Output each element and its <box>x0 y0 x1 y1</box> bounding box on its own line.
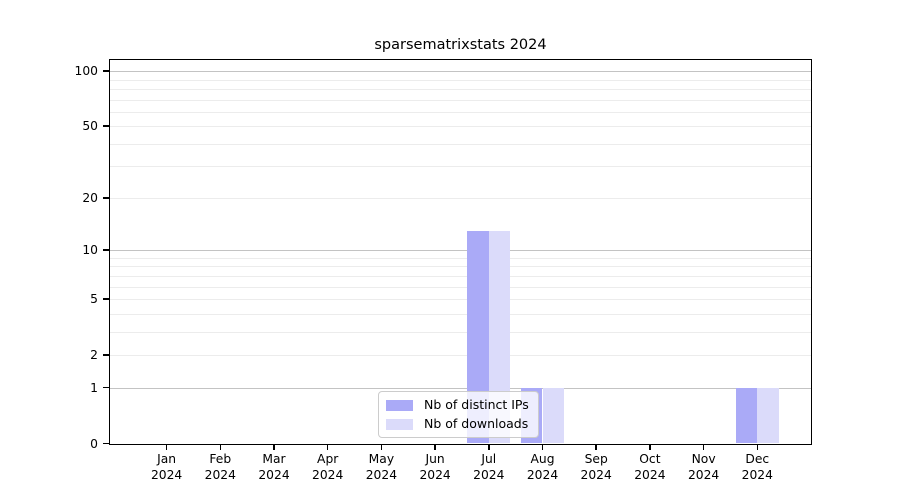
x-axis-tick-label: Sep 2024 <box>564 452 628 483</box>
gridline-minor <box>110 354 811 356</box>
month-label: Sep <box>584 452 608 466</box>
gridline-minor <box>110 257 811 259</box>
year-label: 2024 <box>258 467 290 482</box>
y-axis-tick <box>102 125 110 128</box>
month-label: Jun <box>425 452 445 466</box>
y-axis-tick-label: 100 <box>74 64 98 79</box>
year-label: 2024 <box>473 467 505 482</box>
month-label: Jan <box>157 452 177 466</box>
month-label: Aug <box>530 452 555 466</box>
plot-area: Nb of distinct IPs Nb of downloads <box>110 60 811 444</box>
year-label: 2024 <box>687 467 720 482</box>
legend-label-distinct-ips: Nb of distinct IPs <box>424 397 529 412</box>
legend-swatch-distinct-ips <box>386 399 413 411</box>
gridline-major <box>110 71 811 73</box>
y-axis-tick <box>102 354 110 356</box>
gridline-minor <box>110 79 811 81</box>
x-axis-tick-label: Jun 2024 <box>403 452 467 483</box>
x-axis-tick <box>165 443 168 450</box>
month-label: Nov <box>691 452 716 466</box>
gridline-minor <box>110 126 811 128</box>
legend-swatch-downloads <box>386 418 413 430</box>
gridline-minor <box>110 286 811 288</box>
y-axis-tick <box>102 298 110 300</box>
y-axis-tick <box>102 386 110 389</box>
legend: Nb of distinct IPs Nb of downloads <box>378 391 539 438</box>
month-label: Jul <box>481 452 497 466</box>
x-axis-tick <box>488 443 490 450</box>
gridline-minor <box>110 88 811 90</box>
y-axis-tick-label: 1 <box>90 380 98 395</box>
x-axis-tick-label: Aug 2024 <box>511 452 575 483</box>
gridline-minor <box>110 111 811 113</box>
x-axis-tick <box>702 443 705 450</box>
year-label: 2024 <box>150 467 183 482</box>
year-label: 2024 <box>365 467 398 482</box>
x-axis-tick <box>219 443 222 450</box>
x-axis-tick-label: Jul 2024 <box>457 452 521 483</box>
x-axis-tick <box>434 443 436 450</box>
legend-item-distinct-ips: Nb of distinct IPs <box>386 398 529 412</box>
gridline-major <box>110 250 811 252</box>
gridline-minor <box>110 166 811 168</box>
x-axis-tick <box>380 443 383 450</box>
gridline-minor <box>110 143 811 145</box>
x-axis-tick-label: Nov 2024 <box>672 452 736 483</box>
year-label: 2024 <box>580 467 612 482</box>
x-axis-tick <box>326 443 329 450</box>
year-label: 2024 <box>419 467 451 482</box>
year-label: 2024 <box>312 467 344 482</box>
x-axis-tick <box>756 443 759 450</box>
y-axis-tick-label: 10 <box>82 243 98 258</box>
y-axis-tick-label: 2 <box>90 347 98 362</box>
year-label: 2024 <box>634 467 666 482</box>
year-label: 2024 <box>204 467 236 482</box>
x-axis-tick <box>273 443 275 450</box>
y-axis-tick-label: 5 <box>90 291 98 306</box>
y-axis-tick <box>102 442 110 445</box>
month-label: Mar <box>262 452 286 466</box>
gridline-minor <box>110 197 811 199</box>
y-axis-tick <box>102 249 110 251</box>
bar-distinct-ips <box>735 387 758 444</box>
month-label: Feb <box>209 452 232 466</box>
x-axis-tick-label: Jan 2024 <box>135 452 199 483</box>
legend-item-downloads: Nb of downloads <box>386 417 529 431</box>
x-axis-tick-label: Oct 2024 <box>618 452 682 483</box>
x-axis-tick-label: Feb 2024 <box>188 452 252 483</box>
x-axis-tick-label: May 2024 <box>349 452 413 483</box>
y-axis-tick <box>102 70 110 72</box>
y-axis-tick-label: 0 <box>90 436 98 451</box>
month-label: Apr <box>317 452 339 466</box>
month-label: May <box>368 452 395 466</box>
chart-title: sparsematrixstats 2024 <box>374 37 547 53</box>
x-axis-tick <box>595 443 597 450</box>
gridline-minor <box>110 331 811 333</box>
bar-downloads <box>757 387 779 444</box>
x-axis-tick <box>541 443 544 450</box>
gridline-major <box>110 387 811 389</box>
gridline-minor <box>110 275 811 277</box>
gridline-minor <box>110 266 811 268</box>
y-axis-tick <box>102 197 110 199</box>
x-axis-tick <box>649 443 651 450</box>
x-axis-tick-label: Dec 2024 <box>725 452 789 483</box>
gridline-minor <box>110 298 811 300</box>
y-axis-tick-label: 50 <box>82 119 98 134</box>
bar-downloads <box>542 387 565 444</box>
year-label: 2024 <box>741 467 773 482</box>
gridline-minor <box>110 99 811 101</box>
month-label: Dec <box>745 452 770 466</box>
legend-label-downloads: Nb of downloads <box>424 416 529 431</box>
bar-distinct-ips <box>467 230 489 444</box>
month-label: Oct <box>639 452 661 466</box>
bar-downloads <box>488 230 511 444</box>
x-axis-tick-label: Mar 2024 <box>242 452 306 483</box>
gridline-minor <box>110 313 811 315</box>
y-axis-tick-label: 20 <box>82 190 98 205</box>
x-axis-tick-label: Apr 2024 <box>296 452 360 483</box>
year-label: 2024 <box>526 467 559 482</box>
